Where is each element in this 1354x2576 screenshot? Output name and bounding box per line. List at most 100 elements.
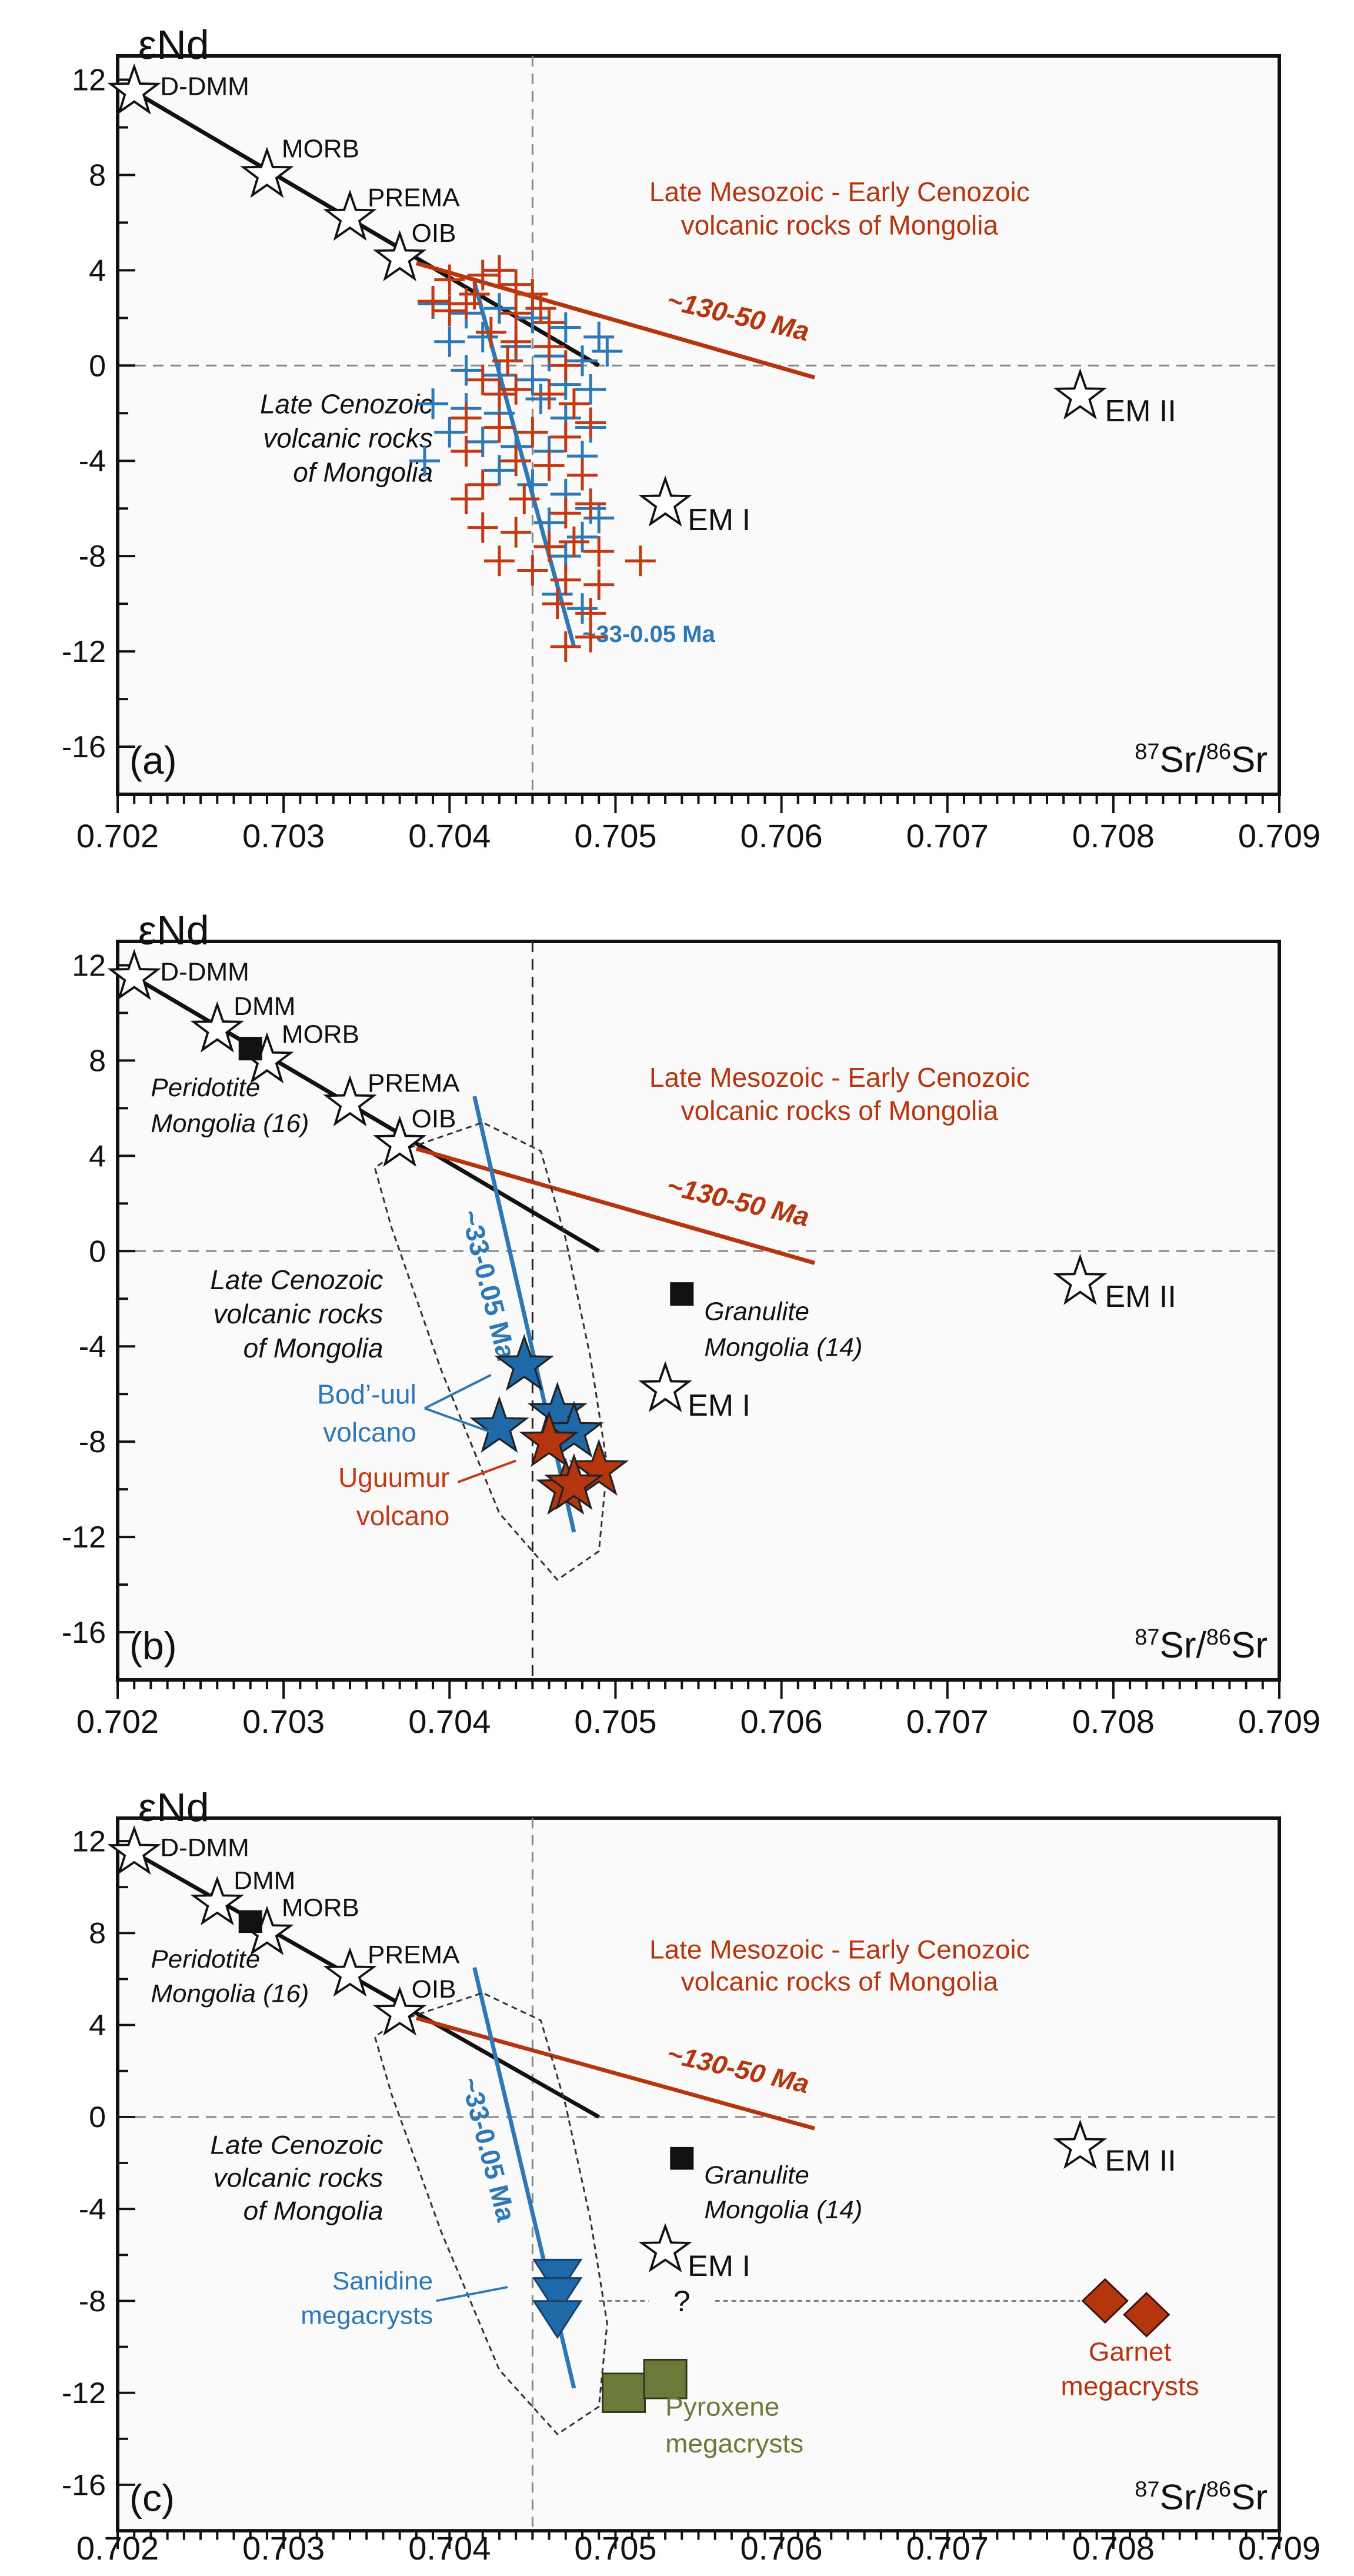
data-point-blue — [409, 445, 440, 477]
data-point-red — [451, 436, 482, 467]
peridotite-label-line2: Mongolia (16) — [151, 1109, 309, 1138]
x-tick-label: 0.705 — [574, 2530, 656, 2567]
mantle-label: EM II — [1105, 2144, 1176, 2177]
mantle-label: OIB — [412, 1104, 456, 1133]
bod-uul-label-line1: Bod’-uul — [317, 1379, 416, 1409]
sanidine-label-line2: megacrysts — [301, 2302, 433, 2329]
data-point-red — [483, 378, 515, 410]
late-cenozoic-field-outline — [373, 1992, 608, 2435]
data-point-blue — [517, 364, 548, 395]
peridotite-label-line1: Peridotite — [151, 1073, 260, 1102]
garnet-marker — [1123, 2292, 1170, 2338]
y-tick-label: -8 — [79, 540, 106, 574]
data-point-red — [533, 531, 565, 562]
question-mark: ? — [673, 2285, 691, 2318]
data-point-red — [558, 388, 589, 420]
y-tick-label: 8 — [89, 158, 106, 192]
x-tick-label: 0.706 — [741, 817, 823, 854]
x-tick-label: 0.703 — [242, 2530, 325, 2567]
y-tick-label: 8 — [89, 1917, 106, 1950]
plot-frame — [116, 940, 1281, 1682]
late-cenozoic-label-line1: Late Cenozoic — [210, 2130, 383, 2159]
late-cenozoic-label-line3: of Mongolia — [244, 2196, 383, 2225]
data-point-red — [525, 293, 556, 324]
x-tick-label: 0.704 — [408, 2530, 491, 2567]
y-tick-label: -12 — [62, 1520, 106, 1555]
data-point-blue — [467, 321, 498, 352]
x-tick-label: 0.708 — [1072, 2530, 1155, 2567]
panel-label: (c) — [129, 2477, 175, 2519]
peridotite-label-line1: Peridotite — [151, 1946, 260, 1973]
late-cenozoic-age-label: ~33-0.05 Ma — [582, 621, 715, 647]
x-tick-label: 0.703 — [242, 817, 325, 854]
granulite-label-line1: Granulite — [704, 1297, 809, 1326]
x-axis-label: 87Sr/86Sr — [1135, 740, 1268, 780]
y-tick-label: -16 — [62, 1616, 106, 1650]
garnet-label-line1: Garnet — [1089, 2337, 1172, 2367]
data-point-red — [567, 460, 598, 491]
bod-uul-label-line2: volcano — [323, 1417, 416, 1447]
mantle-label: MORB — [282, 1894, 359, 1922]
late-mesozoic-label-line2: volcanic rocks of Mongolia — [681, 1096, 999, 1126]
late-mesozoic-label-line2: volcanic rocks of Mongolia — [681, 210, 999, 241]
data-point-red — [451, 484, 482, 514]
late-cenozoic-label-line2: volcanic rocks — [214, 2163, 383, 2192]
data-point-red — [533, 331, 565, 362]
peridotite-marker — [238, 1037, 262, 1061]
data-point-red — [542, 588, 573, 620]
y-tick-label: 12 — [72, 1825, 106, 1858]
x-tick-label: 0.708 — [1072, 1703, 1155, 1740]
data-point-red — [418, 285, 449, 317]
data-point-red — [558, 526, 589, 557]
bod-uul-arrow-2 — [424, 1407, 492, 1433]
data-point-red — [533, 450, 565, 481]
peridotite-marker — [238, 1910, 262, 1933]
data-point-blue — [467, 426, 498, 457]
uguumur-label-line1: Uguumur — [338, 1462, 449, 1493]
data-point-red — [550, 564, 581, 595]
granulite-label-line1: Granulite — [704, 2162, 809, 2189]
mantle-label: D-DMM — [160, 72, 249, 101]
data-point-blue — [483, 293, 515, 324]
panel-label: (a) — [129, 738, 177, 782]
data-point-blue — [525, 383, 556, 414]
late-mesozoic-trend-line — [415, 2016, 815, 2131]
y-axis-label: εNd — [138, 22, 209, 68]
pyroxene-marker — [643, 2358, 688, 2399]
data-point-blue — [567, 593, 598, 624]
data-point-red — [550, 498, 581, 529]
y-tick-label: 12 — [72, 63, 106, 97]
x-tick-label: 0.702 — [76, 2530, 159, 2567]
mantle-label: D-DMM — [160, 958, 249, 987]
y-tick-label: 4 — [89, 2009, 106, 2042]
late-mesozoic-label-line2: volcanic rocks of Mongolia — [681, 1967, 999, 1996]
data-point-red — [575, 407, 606, 438]
data-point-red — [517, 555, 548, 586]
late-mesozoic-label-line1: Late Mesozoic - Early Cenozoic — [649, 1062, 1030, 1093]
data-point-red — [483, 545, 515, 577]
late-cenozoic-label-line3: of Mongolia — [244, 1333, 383, 1363]
late-cenozoic-field-outline — [373, 1121, 608, 1581]
late-cenozoic-label-line2: volcanic rocks — [214, 1299, 383, 1329]
mantle-label: PREMA — [368, 183, 460, 212]
granulite-label-line2: Mongolia (14) — [704, 1333, 862, 1362]
sanidine-arrow — [436, 2286, 508, 2302]
x-axis-label: 87Sr/86Sr — [1135, 2477, 1268, 2517]
y-tick-label: -4 — [79, 2192, 106, 2225]
late-cenozoic-label-line1: Late Cenozoic — [260, 388, 433, 419]
data-point-red — [451, 402, 482, 434]
y-axis-label: εNd — [138, 907, 209, 953]
late-cenozoic-label-line1: Late Cenozoic — [210, 1264, 383, 1295]
data-point-red — [501, 517, 532, 548]
data-point-red — [550, 350, 581, 381]
data-point-red — [533, 378, 565, 410]
uguumur-arrow — [457, 1459, 516, 1483]
mantle-label: EM I — [688, 1389, 751, 1423]
y-tick-label: 0 — [89, 349, 106, 383]
data-point-blue — [575, 374, 606, 405]
x-tick-label: 0.702 — [76, 1703, 159, 1740]
data-point-blue — [550, 312, 581, 343]
x-tick-label: 0.702 — [76, 817, 159, 854]
data-point-blue — [567, 345, 598, 377]
garnet-marker — [1081, 2278, 1129, 2324]
